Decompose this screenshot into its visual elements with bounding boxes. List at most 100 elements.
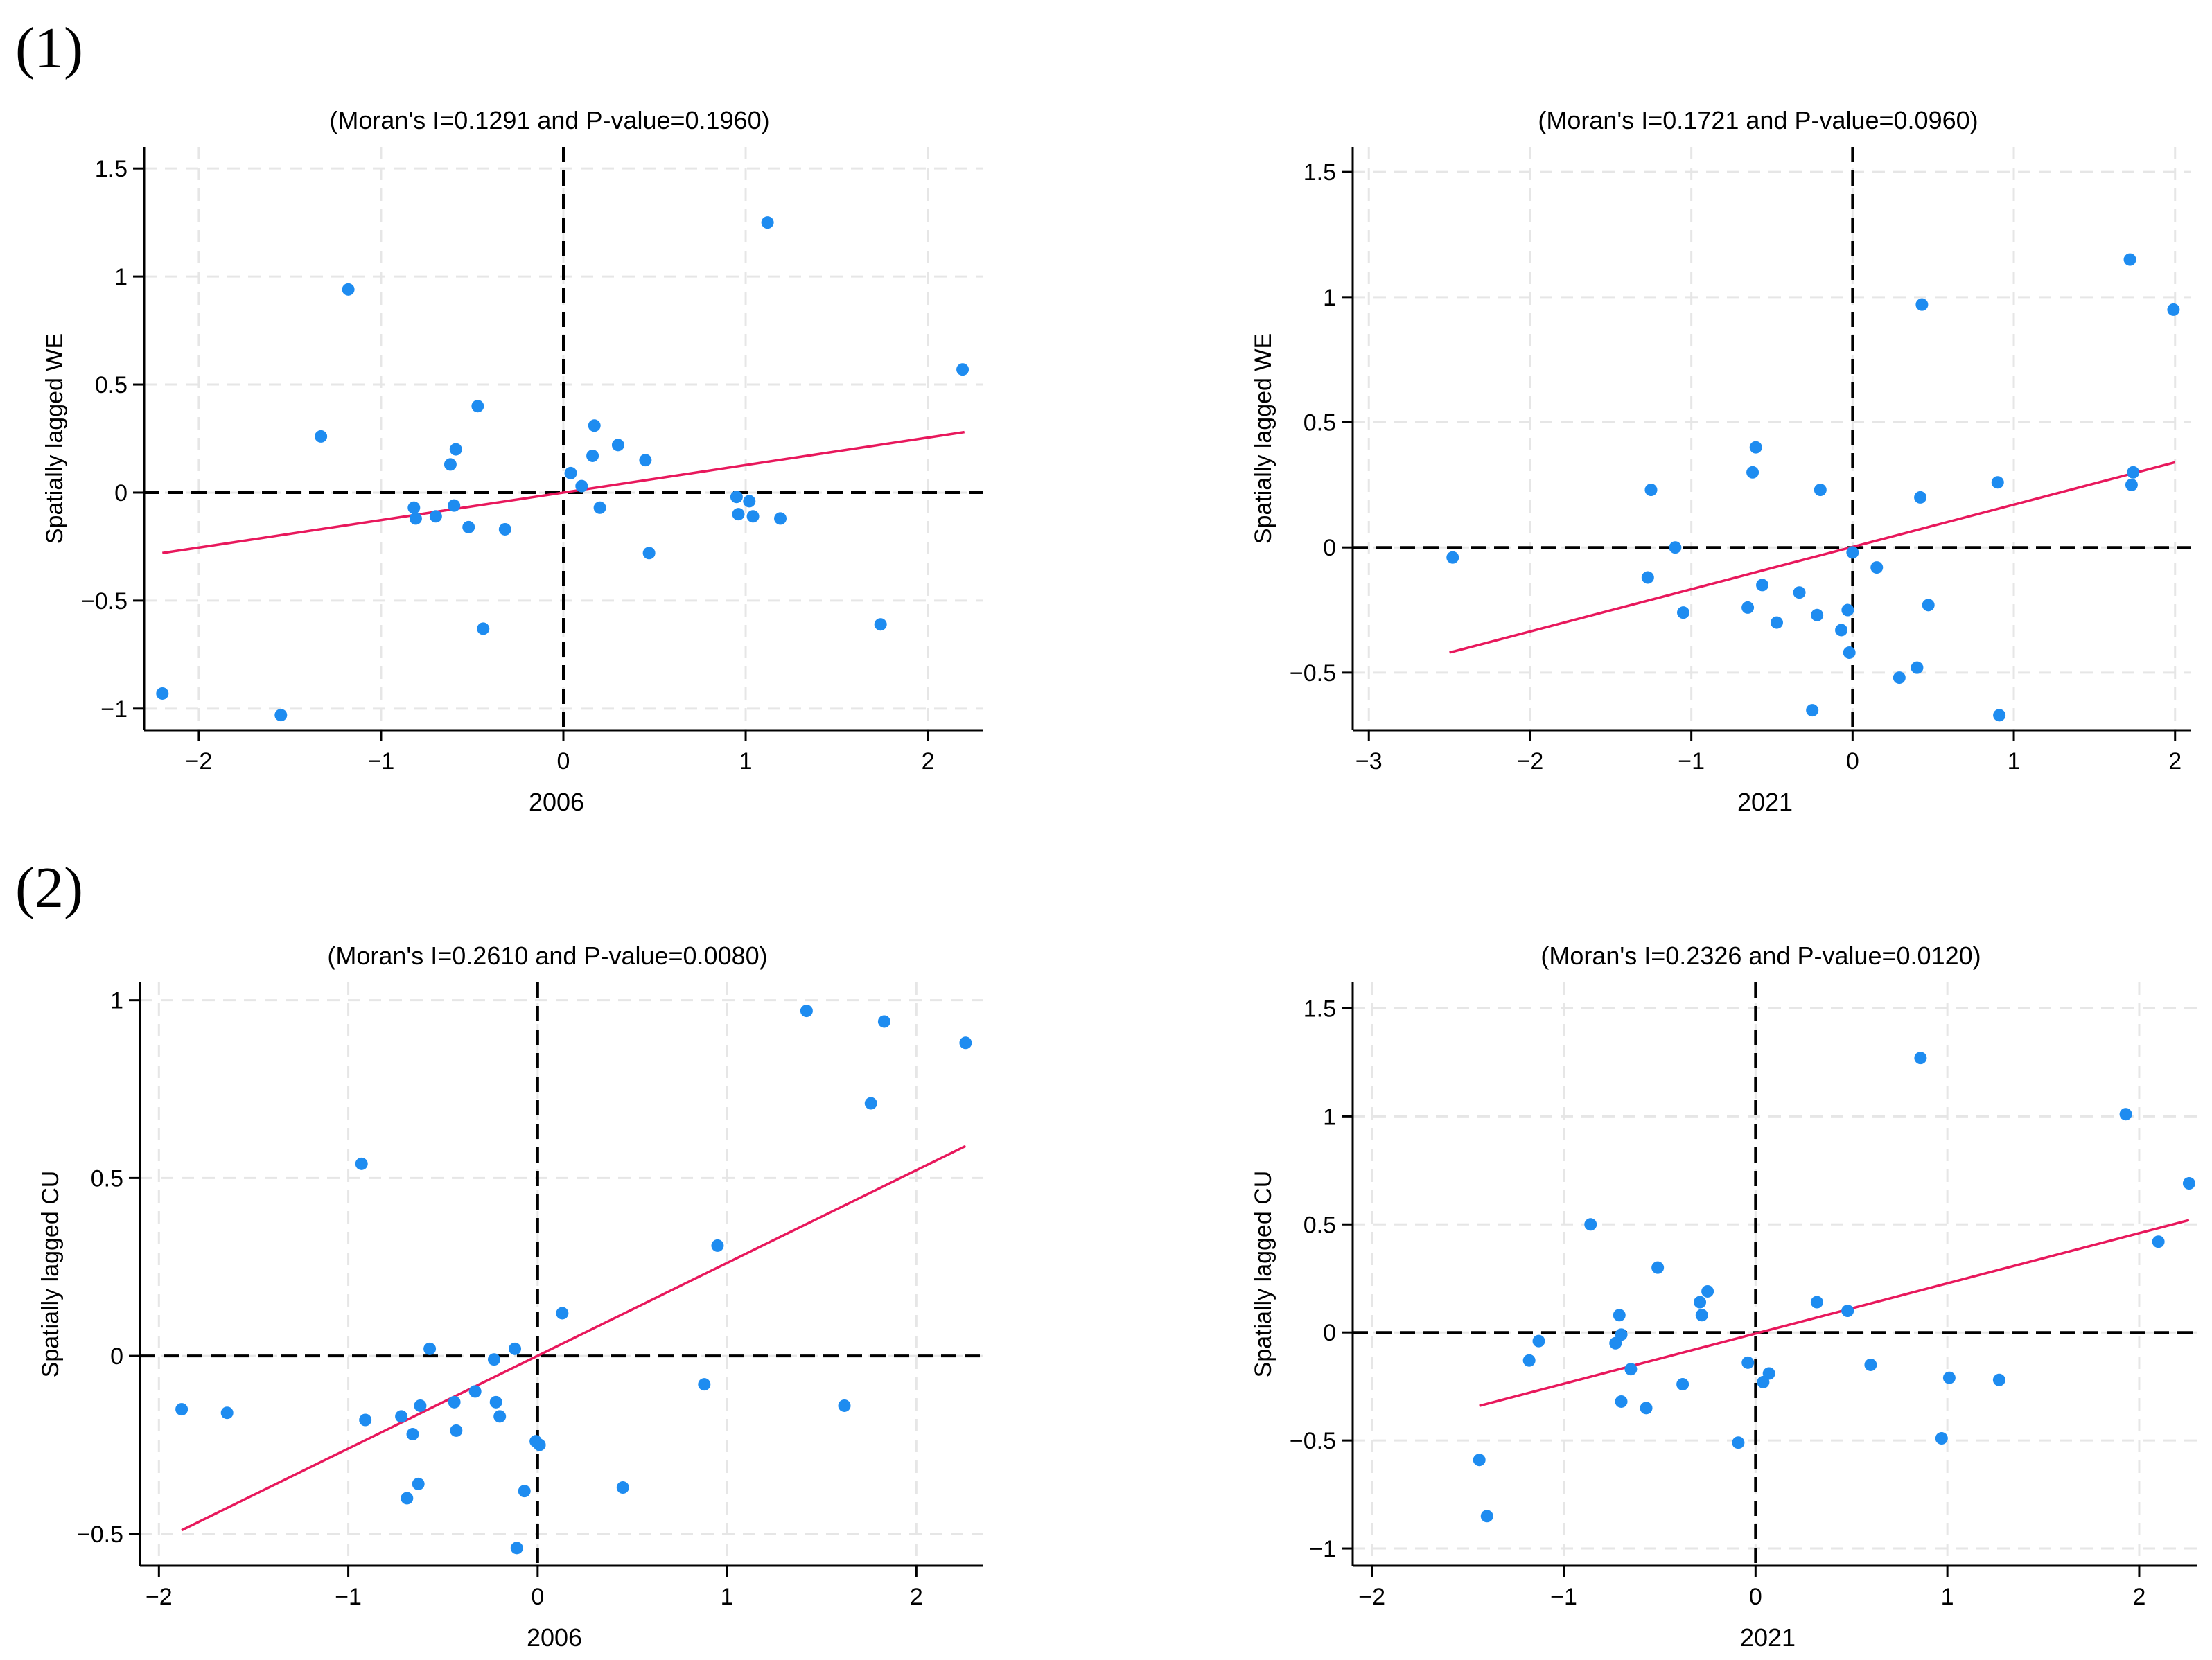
scatter-point-16 <box>1732 1436 1745 1449</box>
scatter-point-26 <box>1992 1373 2005 1386</box>
scatter-point-29 <box>2182 1177 2195 1190</box>
y-tick-label-1: 0 <box>110 1343 123 1370</box>
y-tick-label-1: 0 <box>1323 535 1336 561</box>
y-axis-label: Spatially lagged CU <box>37 1171 64 1378</box>
x-tick-label-0: −2 <box>146 1584 173 1610</box>
scatter-point-13 <box>487 1353 500 1366</box>
y-tick-label-1: −0.5 <box>1290 1428 1336 1454</box>
scatter-point-2 <box>355 1157 368 1170</box>
scatter-point-1 <box>1480 1510 1493 1523</box>
scatter-point-22 <box>1915 298 1929 311</box>
fit-line <box>1449 461 2176 654</box>
y-tick-label-4: 1 <box>114 264 128 290</box>
scatter-point-16 <box>1843 646 1856 659</box>
scatter-point-29 <box>2167 303 2180 316</box>
scatter-point-18 <box>1870 561 1884 574</box>
x-tick-label-2: 0 <box>557 748 570 775</box>
scatter-point-24 <box>743 495 756 508</box>
scatter-point-2 <box>1644 484 1658 497</box>
x-tick-label-4: 1 <box>2008 748 2021 775</box>
scatter-point-12 <box>1676 1378 1689 1391</box>
x-tick-label-1: −1 <box>1550 1584 1577 1610</box>
y-tick-label-0: −0.5 <box>1290 660 1336 687</box>
scatter-point-14 <box>489 1395 502 1409</box>
x-tick-label-4: 2 <box>922 748 935 775</box>
scatter-point-19 <box>1762 1367 1775 1380</box>
scatter-point-5 <box>409 512 422 525</box>
y-tick-label-5: 1.5 <box>1304 996 1336 1022</box>
scatter-point-23 <box>1922 599 1935 612</box>
scatter-point-15 <box>1841 603 1854 617</box>
scatter-point-9 <box>448 499 461 512</box>
scatter-point-19 <box>611 439 624 452</box>
x-tick-label-1: −1 <box>335 1584 362 1610</box>
x-tick-label-0: −2 <box>186 748 213 775</box>
y-tick-label-4: 1 <box>1323 1104 1336 1130</box>
scatter-point-0 <box>1446 551 1459 564</box>
scatter-point-23 <box>1914 1052 1927 1065</box>
scatter-point-23 <box>732 508 745 521</box>
scatter-point-26 <box>838 1399 851 1412</box>
scatter-point-11 <box>1806 704 1819 717</box>
scatter-point-13 <box>498 522 511 536</box>
scatter-point-20 <box>1810 1296 1823 1309</box>
y-tick-label-0: −1 <box>100 696 128 723</box>
scatter-point-6 <box>1746 466 1759 479</box>
chart-title: (Moran's I=0.1721 and P-value=0.0960) <box>1538 106 1978 134</box>
scatter-point-0 <box>156 687 169 700</box>
scatter-point-7 <box>444 458 457 471</box>
scatter-point-11 <box>471 400 484 413</box>
y-tick-label-0: −1 <box>1309 1536 1336 1562</box>
scatter-point-9 <box>1770 616 1783 629</box>
x-axis-label: 2021 <box>1740 1623 1796 1652</box>
y-tick-label-2: 0.5 <box>1304 410 1336 436</box>
scatter-point-2 <box>1522 1354 1536 1367</box>
scatter-point-8 <box>414 1399 427 1412</box>
x-tick-label-1: −2 <box>1517 748 1544 775</box>
fit-line <box>1479 1219 2190 1407</box>
section-label-1: (1) <box>15 16 83 80</box>
scatter-point-7 <box>1615 1328 1628 1341</box>
scatter-point-4 <box>1677 606 1690 619</box>
scatter-point-9 <box>1624 1363 1638 1376</box>
scatter-point-1 <box>1641 571 1654 584</box>
scatter-point-0 <box>175 1403 188 1416</box>
scatter-point-22 <box>616 1481 629 1494</box>
scatter-point-27 <box>2119 1108 2132 1121</box>
y-tick-label-3: 1 <box>110 988 123 1014</box>
chart-panel-3: −2 −1 0 1 2 −0.5 0 0.5 1 (Moran's I=0.2610 and P-… <box>37 942 983 1652</box>
scatter-point-11 <box>1651 1261 1665 1274</box>
scatter-point-20 <box>1911 661 1924 674</box>
scatter-point-21 <box>1914 491 1927 504</box>
x-tick-label-4: 2 <box>2132 1584 2145 1610</box>
scatter-point-22 <box>1864 1358 1877 1371</box>
scatter-point-14 <box>1835 624 1848 637</box>
scatter-point-17 <box>510 1542 523 1555</box>
scatter-point-4 <box>395 1410 408 1423</box>
scatter-point-28 <box>2152 1235 2165 1248</box>
scatter-point-26 <box>2123 253 2136 266</box>
x-tick-label-1: −1 <box>368 748 395 775</box>
chart-panel-4: −2 −1 0 1 2 −1 −0.5 0 0.5 1 1.5 (Moran's I=0.2326 a… <box>1250 942 2197 1652</box>
x-axis-label: 2006 <box>527 1623 582 1652</box>
scatter-point-8 <box>1615 1395 1628 1408</box>
chart-panel-2: −3 −2 −1 0 1 2 −0.5 0 0.5 1 1.5 (Moran's I=0.1721 a… <box>1250 106 2191 816</box>
x-tick-label-3: 1 <box>739 748 753 775</box>
y-tick-label-3: 0.5 <box>95 372 128 398</box>
scatter-point-3 <box>342 283 355 296</box>
scatter-point-19 <box>1893 671 1906 685</box>
y-tick-label-3: 0.5 <box>1304 1212 1336 1238</box>
scatter-point-6 <box>1613 1309 1626 1322</box>
scatter-point-24 <box>1991 476 2004 489</box>
y-tick-label-2: 0.5 <box>91 1165 123 1192</box>
scatter-point-14 <box>1695 1309 1708 1322</box>
scatter-point-25 <box>746 510 760 523</box>
y-axis-label: Spatially lagged WE <box>1250 333 1276 544</box>
x-tick-label-3: 0 <box>1846 748 1859 775</box>
scatter-point-26 <box>761 216 774 229</box>
scatter-point-12 <box>468 1385 482 1398</box>
chart-panel-1: −2 −1 0 1 2 −1 −0.5 0 0.5 1 1.5 (Moran's I=0.1291 a… <box>42 106 983 816</box>
scatter-point-10 <box>448 1395 461 1409</box>
scatter-point-12 <box>1811 608 1824 621</box>
